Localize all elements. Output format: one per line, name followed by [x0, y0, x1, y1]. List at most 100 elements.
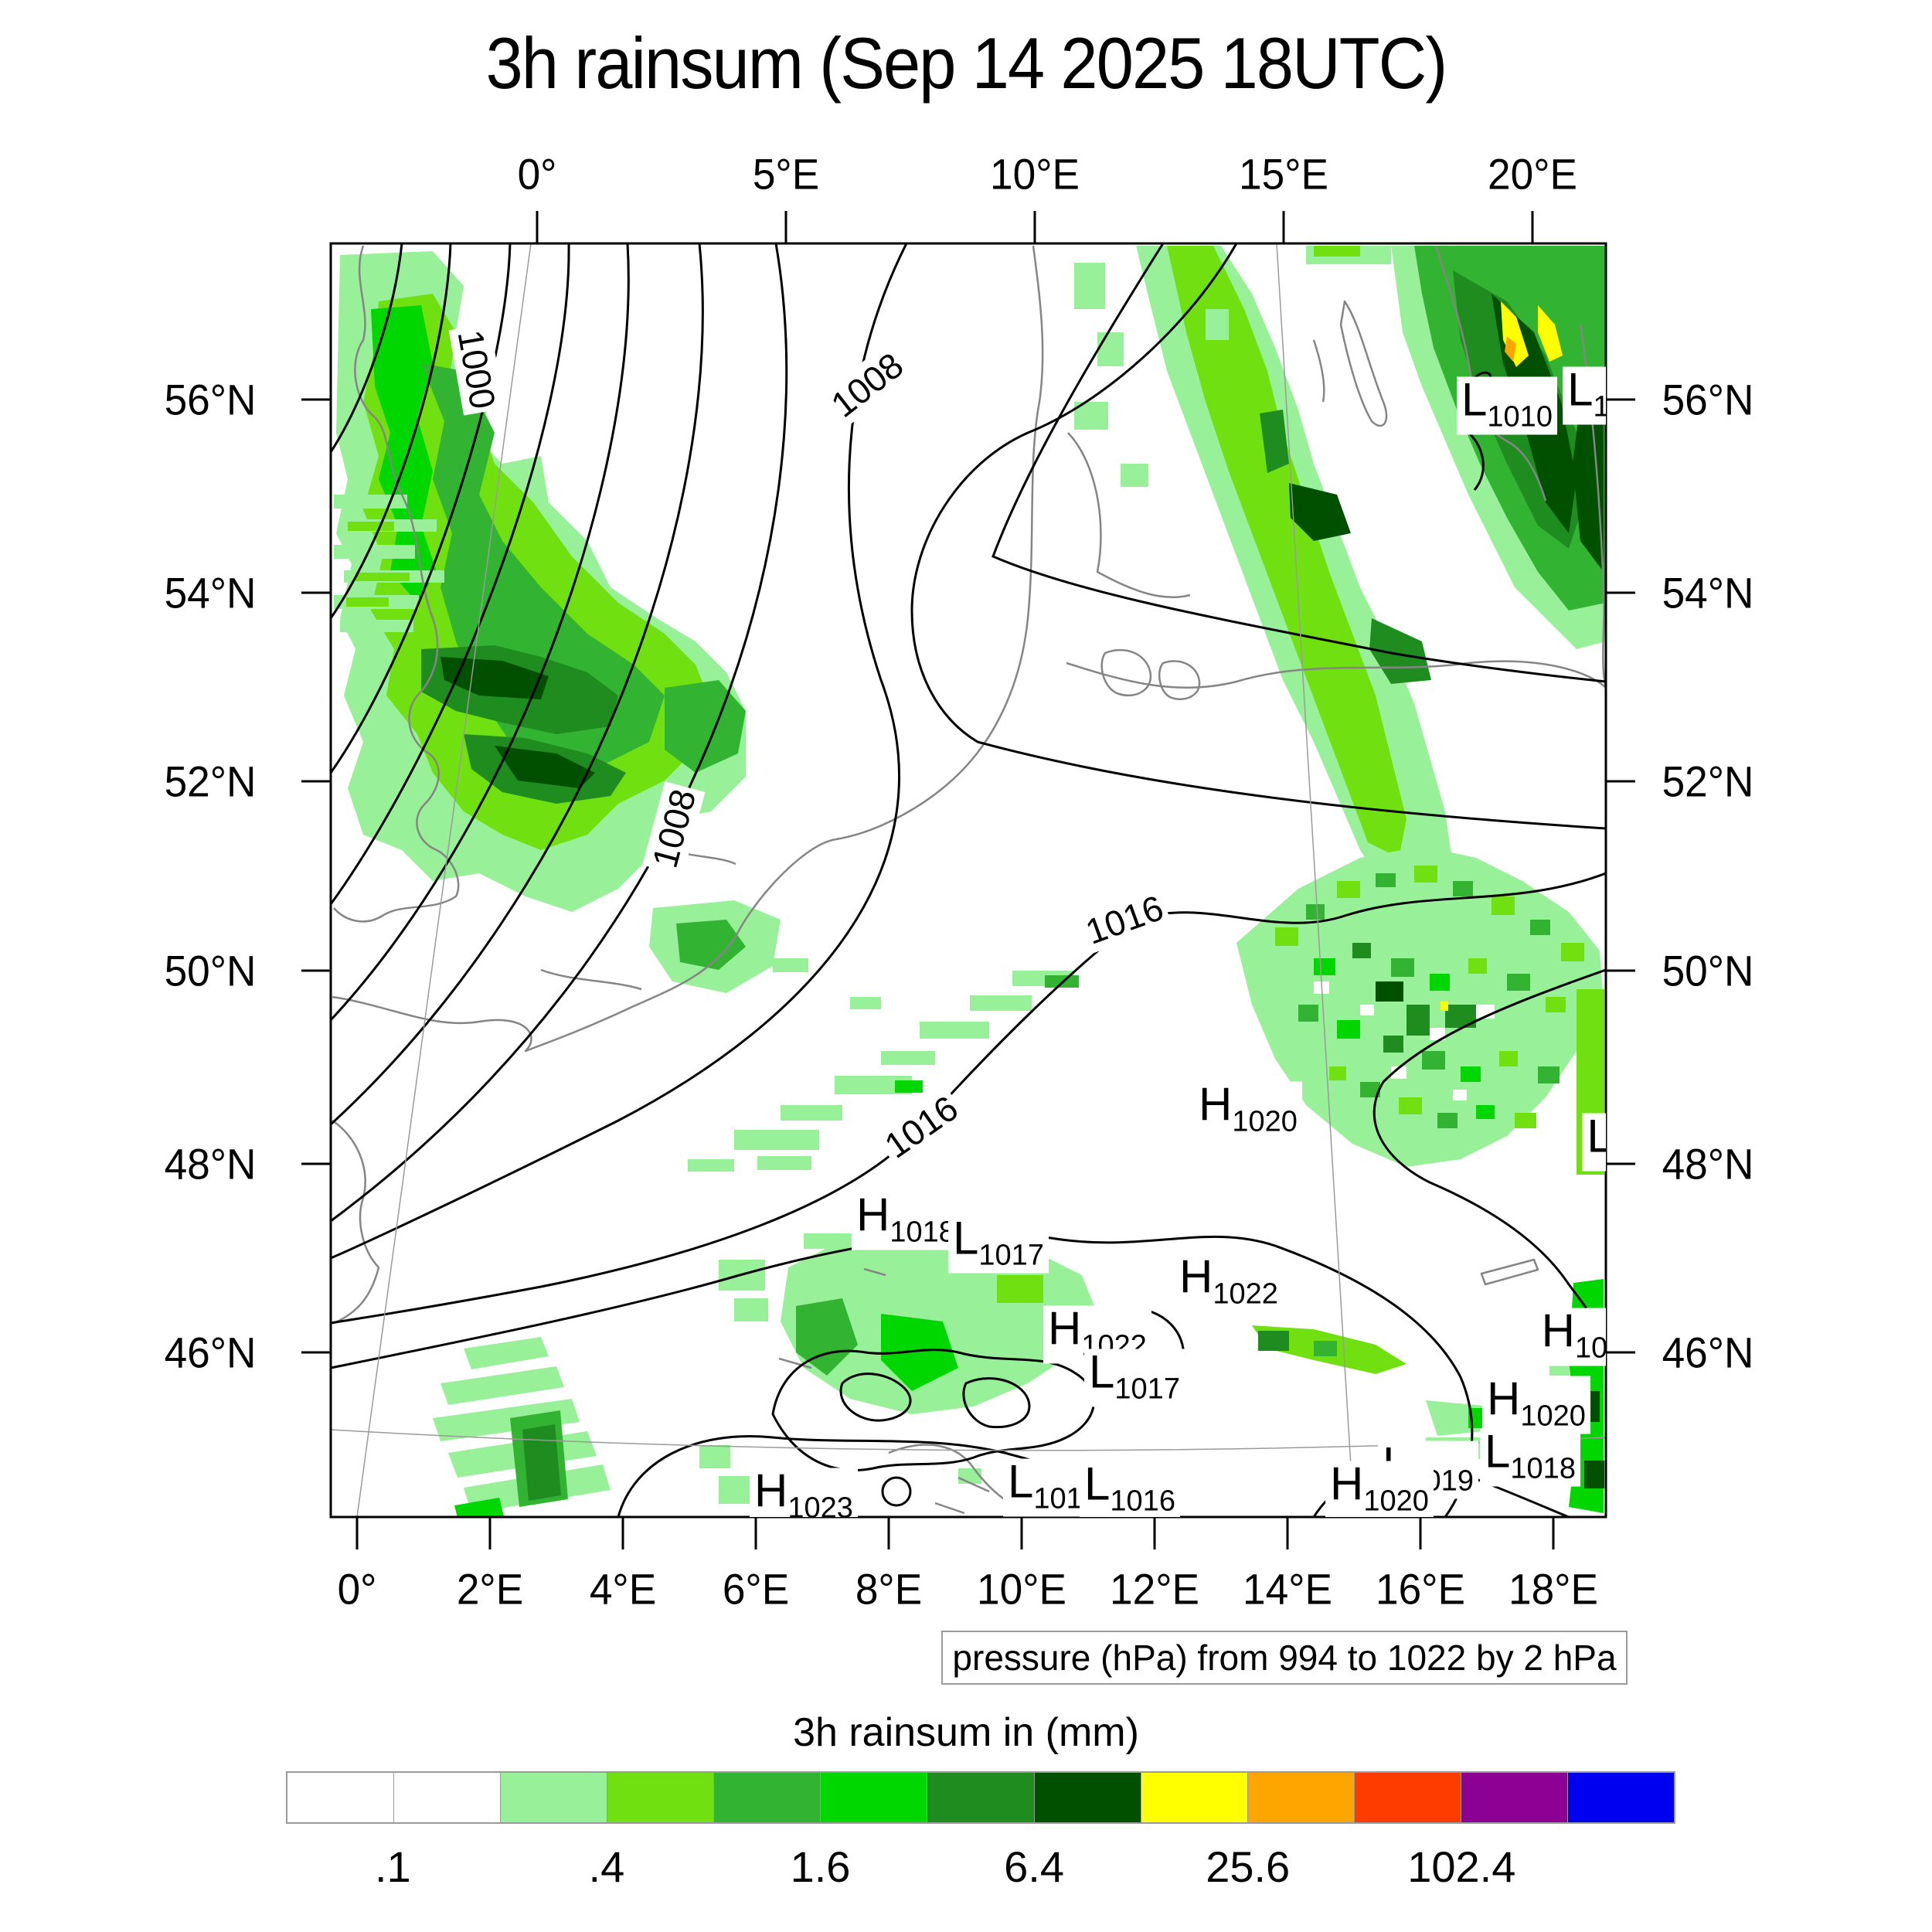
pressure-center-h: H1023 [750, 1464, 858, 1518]
colorbar-cell [1247, 1773, 1354, 1822]
pressure-center-value: 1017 [978, 1239, 1044, 1272]
pressure-center-letter: L [1008, 1455, 1034, 1508]
right-axis-label: 50°N [1662, 946, 1754, 995]
pressure-center-l: L10 [1563, 363, 1606, 425]
colorbar [286, 1771, 1675, 1824]
colorbar-tick-label: .4 [588, 1842, 625, 1891]
colorbar-cell [820, 1773, 927, 1822]
pressure-center-l: L1010 [1457, 373, 1557, 435]
colorbar-cell [1033, 1773, 1141, 1822]
colorbar-cell [1353, 1773, 1461, 1822]
pressure-center-l: L1017 [1084, 1349, 1185, 1407]
pressure-center-h: H1020 [1482, 1376, 1590, 1434]
pressure-center-h: H1020 [1194, 1078, 1302, 1140]
colorbar-cell [607, 1773, 714, 1822]
pressure-center-h: H101 [1536, 1308, 1606, 1366]
top-axis-label: 15°E [1239, 149, 1328, 199]
left-axis-label: 54°N [164, 568, 257, 617]
right-axis-label: 54°N [1662, 568, 1754, 617]
pressure-center-letter: L [953, 1212, 979, 1264]
pressure-caption-text: pressure (hPa) from 994 to 1022 by 2 hPa [952, 1638, 1617, 1678]
bottom-axis-label: 4°E [589, 1564, 657, 1614]
pressure-center-letter: H [1048, 1302, 1082, 1355]
pressure-center-l: L1018 [1480, 1425, 1580, 1487]
pressure-center-l: L1017 [948, 1212, 1049, 1274]
colorbar-tick-label: 25.6 [1206, 1842, 1291, 1891]
pressure-center-letter: L [1567, 363, 1594, 416]
pressure-center-value: 1020 [1232, 1105, 1298, 1138]
pressure-caption: pressure (hPa) from 994 to 1022 by 2 hPa [941, 1631, 1628, 1685]
bottom-axis-label: 18°E [1509, 1564, 1598, 1614]
colorbar-tick-label: 102.4 [1407, 1842, 1516, 1891]
rain-field [334, 246, 1606, 1517]
right-axis-label: 56°N [1662, 375, 1754, 424]
pressure-center-h: H1022 [1175, 1250, 1283, 1312]
pressure-center-letter: L [1084, 1458, 1111, 1510]
colorbar-cell [287, 1773, 394, 1822]
pressure-center-letter: H [1199, 1078, 1233, 1131]
map-overlay: 10001008100810161016L1010L10H1020LH1018L… [331, 243, 1606, 1517]
pressure-center-value: 1023 [787, 1492, 853, 1518]
isobar-label: 1008 [820, 342, 914, 428]
colorbar-cell [393, 1773, 501, 1822]
colorbar-cell [1566, 1773, 1675, 1822]
colorbar-cell [713, 1773, 821, 1822]
bottom-axis-label: 16°E [1376, 1564, 1465, 1614]
bottom-axis-label: 6°E [722, 1564, 790, 1614]
pressure-center-value: 1018 [1510, 1452, 1576, 1485]
pressure-center-letter: H [856, 1189, 890, 1241]
bottom-axis-label: 2°E [456, 1564, 524, 1614]
pressure-center-letter: L [1587, 1110, 1606, 1162]
bottom-axis-label: 14°E [1243, 1564, 1332, 1614]
left-axis-label: 56°N [164, 375, 257, 424]
pressure-center-h: H1020 [1325, 1458, 1434, 1517]
left-axis-label: 46°N [164, 1328, 257, 1377]
top-axis-label: 0° [517, 149, 557, 199]
colorbar-tick-label: 1.6 [790, 1842, 851, 1891]
isobar-label: 1000 [448, 322, 505, 417]
bottom-axis-label: 0° [337, 1564, 377, 1614]
pressure-center-value: 1016 [1110, 1485, 1175, 1517]
bottom-axis-label: 12°E [1110, 1564, 1199, 1614]
left-axis-label: 48°N [164, 1139, 257, 1189]
pressure-center-value: 1010 [1487, 400, 1553, 434]
isobar-label: 1016 [1076, 885, 1173, 954]
page-title: 3h rainsum (Sep 14 2025 18UTC) [485, 22, 1448, 104]
colorbar-cell [500, 1773, 607, 1822]
pressure-center-letter: L [1089, 1345, 1115, 1398]
pressure-center-letter: H [1330, 1458, 1364, 1510]
right-axis-label: 52°N [1662, 757, 1754, 806]
pressure-center-letter: L [1485, 1425, 1511, 1478]
pressure-center-letter: L [1461, 373, 1488, 426]
pressure-center-l: L [1582, 1110, 1606, 1172]
colorbar-title: 3h rainsum in (mm) [793, 1710, 1139, 1755]
colorbar-tick-label: .1 [374, 1842, 411, 1891]
colorbar-cell [927, 1773, 1034, 1822]
pressure-center-letter: H [1179, 1250, 1213, 1303]
colorbar-tick-label: 6.4 [1004, 1842, 1065, 1891]
axis-ticks [301, 211, 1635, 1549]
colorbar-cell [1460, 1773, 1567, 1822]
isobar-label: 1008 [642, 781, 706, 876]
pressure-center-value: 1018 [889, 1216, 955, 1249]
top-axis-label: 20°E [1488, 149, 1577, 199]
pressure-center-value: 101 [1574, 1332, 1606, 1365]
top-axis-label: 10°E [990, 149, 1080, 199]
map-frame [329, 242, 1607, 1519]
pressure-center-h: H1018 [852, 1192, 960, 1250]
left-axis-label: 50°N [164, 946, 257, 995]
pressure-center-value: 1022 [1213, 1277, 1278, 1311]
right-axis-label: 46°N [1662, 1328, 1754, 1377]
right-axis-label: 48°N [1662, 1139, 1754, 1189]
pressure-center-letter: H [1487, 1372, 1521, 1425]
top-axis-label: 5°E [752, 149, 820, 199]
pressure-center-value: 1017 [1114, 1372, 1180, 1406]
colorbar-cell [1140, 1773, 1247, 1822]
pressure-center-letter: H [754, 1464, 788, 1517]
pressure-center-value: 1020 [1520, 1400, 1586, 1433]
pressure-center-l: L1016 [1080, 1458, 1180, 1517]
pressure-center-value: 10 [1593, 390, 1606, 423]
bottom-axis-label: 8°E [855, 1564, 923, 1614]
